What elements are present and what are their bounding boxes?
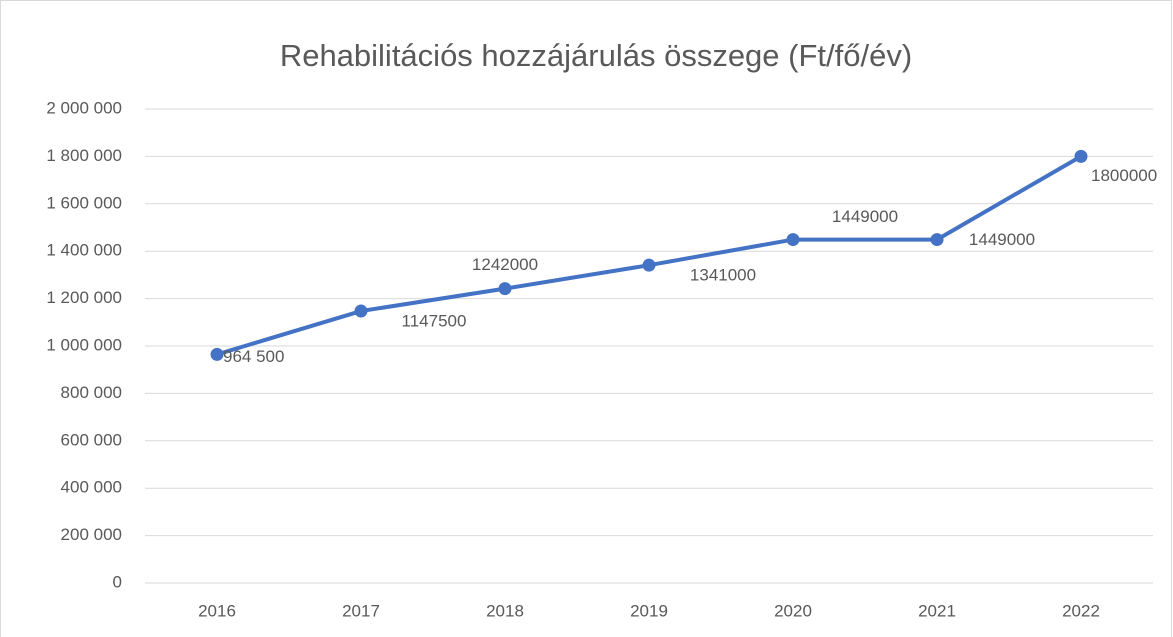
data-point (930, 233, 944, 247)
data-point (642, 258, 656, 272)
data-point (1074, 149, 1088, 163)
y-tick-label: 400 000 (61, 478, 122, 497)
data-label: 1147500 (402, 312, 467, 331)
data-label: 1449000 (969, 230, 1035, 249)
y-tick-label: 1 800 000 (46, 146, 122, 165)
data-point (786, 233, 800, 247)
y-tick-label: 800 000 (61, 383, 122, 402)
y-tick-label: 200 000 (61, 525, 122, 544)
x-tick-label: 2017 (342, 601, 380, 620)
y-tick-label: 2 000 000 (46, 98, 122, 117)
y-tick-label: 1 400 000 (46, 241, 122, 260)
y-tick-label: 1 000 000 (46, 335, 122, 354)
data-label: 1449000 (832, 207, 898, 226)
data-label: 964 500 (223, 347, 284, 366)
x-tick-label: 2016 (198, 601, 236, 620)
data-point (210, 347, 224, 361)
x-tick-label: 2018 (486, 601, 524, 620)
data-label: 1341000 (690, 266, 756, 285)
x-tick-label: 2020 (774, 601, 812, 620)
y-tick-label: 0 (113, 572, 122, 591)
data-point (498, 282, 512, 296)
data-label: 1242000 (472, 255, 538, 274)
chart-title: Rehabilitációs hozzájárulás összege (Ft/… (280, 38, 912, 73)
data-label: 1800000 (1091, 166, 1157, 185)
data-point (354, 304, 368, 318)
y-tick-label: 1 600 000 (46, 193, 122, 212)
x-tick-label: 2019 (630, 601, 668, 620)
x-tick-label: 2022 (1062, 601, 1100, 620)
y-tick-label: 1 200 000 (46, 288, 122, 307)
y-tick-label: 600 000 (61, 430, 122, 449)
x-tick-label: 2021 (918, 601, 956, 620)
